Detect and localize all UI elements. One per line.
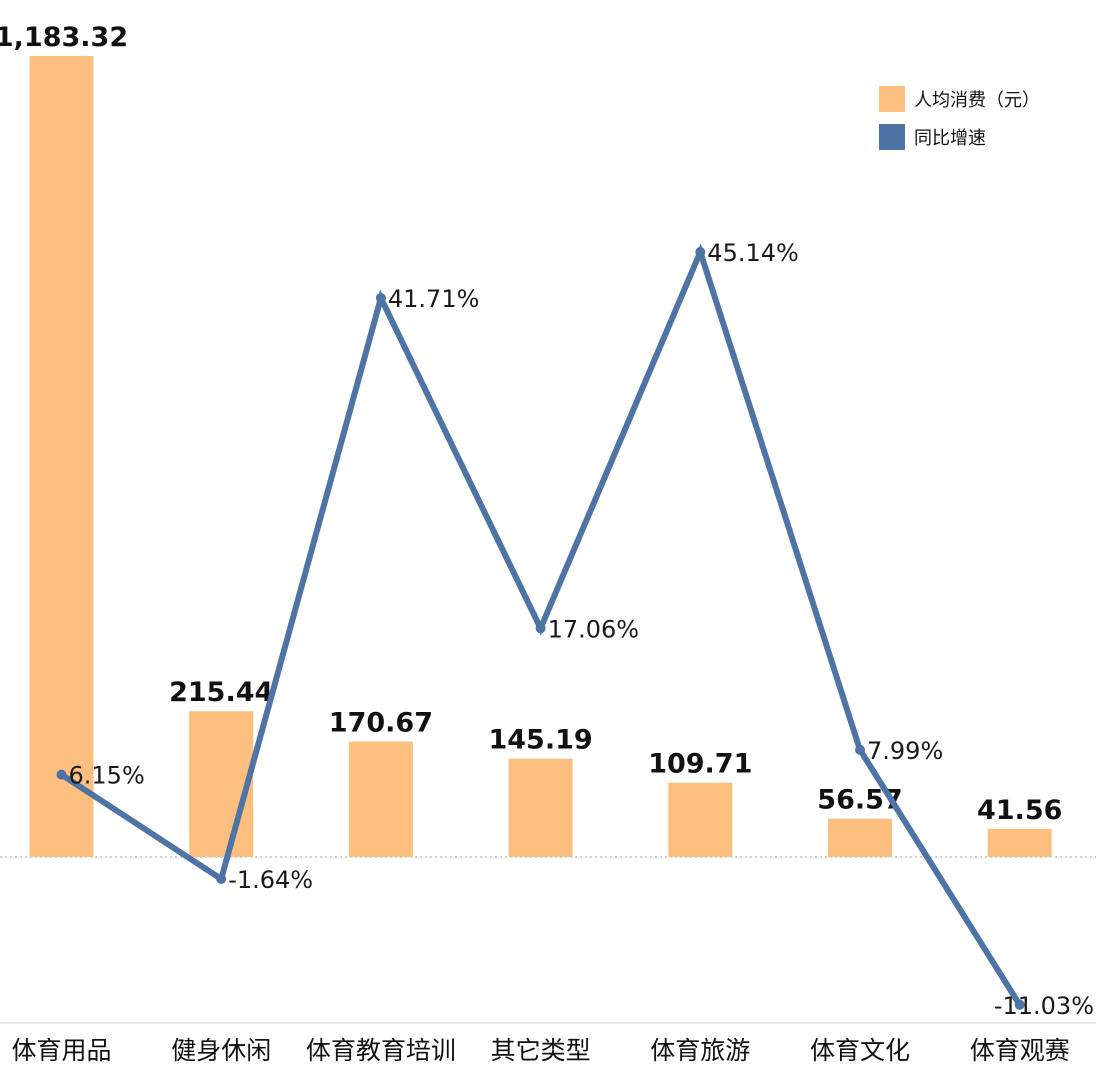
legend: 人均消费（元） 同比增速 <box>879 86 1040 150</box>
growth-point-label: -11.03% <box>994 992 1094 1020</box>
growth-point <box>695 247 706 257</box>
bar <box>828 818 892 857</box>
bar <box>987 828 1052 857</box>
category-labels: 体育用品 健身休闲 体育教育培训 其它类型 体育旅游 体育文化 体育观赛 <box>11 1036 1069 1065</box>
category-label: 体育教育培训 <box>306 1036 456 1065</box>
category-label: 体育用品 <box>11 1036 111 1065</box>
legend-label-bar: 人均消费（元） <box>914 90 1040 111</box>
growth-point-label: 45.14% <box>707 239 799 267</box>
growth-point <box>375 293 386 303</box>
category-label: 健身休闲 <box>171 1036 271 1065</box>
bar-value-label: 1,183.32 <box>0 22 128 53</box>
legend-swatch-line <box>879 124 905 150</box>
growth-line-series <box>56 243 1025 1010</box>
growth-point-label: 41.71% <box>388 285 480 313</box>
category-label: 体育观赛 <box>970 1036 1070 1065</box>
bar <box>29 56 94 857</box>
bar-series <box>29 56 1052 857</box>
bar <box>508 758 573 857</box>
growth-point-label: 17.06% <box>548 615 640 643</box>
legend-label-line: 同比增速 <box>914 128 986 149</box>
growth-point-labels: 6.15% -1.64% 41.71% 17.06% 45.14% 7.99% -11.03… <box>69 239 1095 1020</box>
bar-value-label: 109.71 <box>648 749 752 780</box>
growth-point <box>56 769 67 780</box>
category-label: 体育旅游 <box>650 1036 750 1065</box>
growth-point <box>855 744 865 755</box>
category-label: 其它类型 <box>491 1036 591 1065</box>
category-label: 体育文化 <box>810 1036 910 1065</box>
bar-value-label: 170.67 <box>329 708 433 739</box>
growth-point <box>535 623 546 634</box>
growth-point <box>1014 999 1025 1010</box>
bar-value-label: 215.44 <box>169 677 273 708</box>
growth-point <box>216 874 227 884</box>
bar <box>189 711 254 857</box>
legend-swatch-bar <box>879 86 905 112</box>
bar <box>668 782 733 857</box>
bar <box>348 741 413 857</box>
bar-value-label: 145.19 <box>488 725 592 756</box>
growth-point-label: 7.99% <box>867 737 943 765</box>
growth-point-label: 6.15% <box>69 762 145 790</box>
growth-point-label: -1.64% <box>228 866 313 894</box>
bar-value-label: 41.56 <box>977 795 1062 826</box>
